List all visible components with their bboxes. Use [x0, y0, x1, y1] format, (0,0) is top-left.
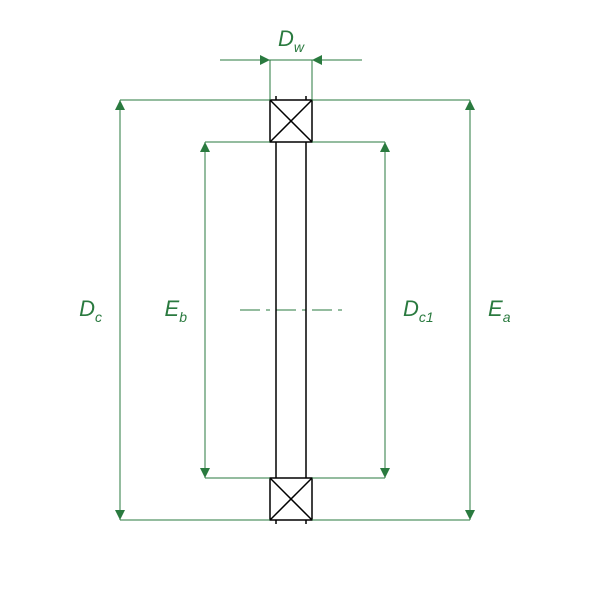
arrowhead — [200, 142, 210, 152]
dim-label: Ea — [488, 296, 511, 325]
arrowhead — [465, 510, 475, 520]
bearing-dimension-diagram: Dw Dc Eb Dc1 Ea — [0, 0, 600, 600]
dim-label: Dc — [79, 296, 102, 325]
arrowhead — [115, 100, 125, 110]
arrowhead — [380, 142, 390, 152]
arrowhead — [380, 468, 390, 478]
arrowhead — [115, 510, 125, 520]
arrowhead — [200, 468, 210, 478]
dim-label: Dc1 — [403, 296, 434, 325]
arrowhead — [465, 100, 475, 110]
dim-label: Dw — [278, 26, 305, 55]
dim-label: Eb — [165, 296, 188, 325]
